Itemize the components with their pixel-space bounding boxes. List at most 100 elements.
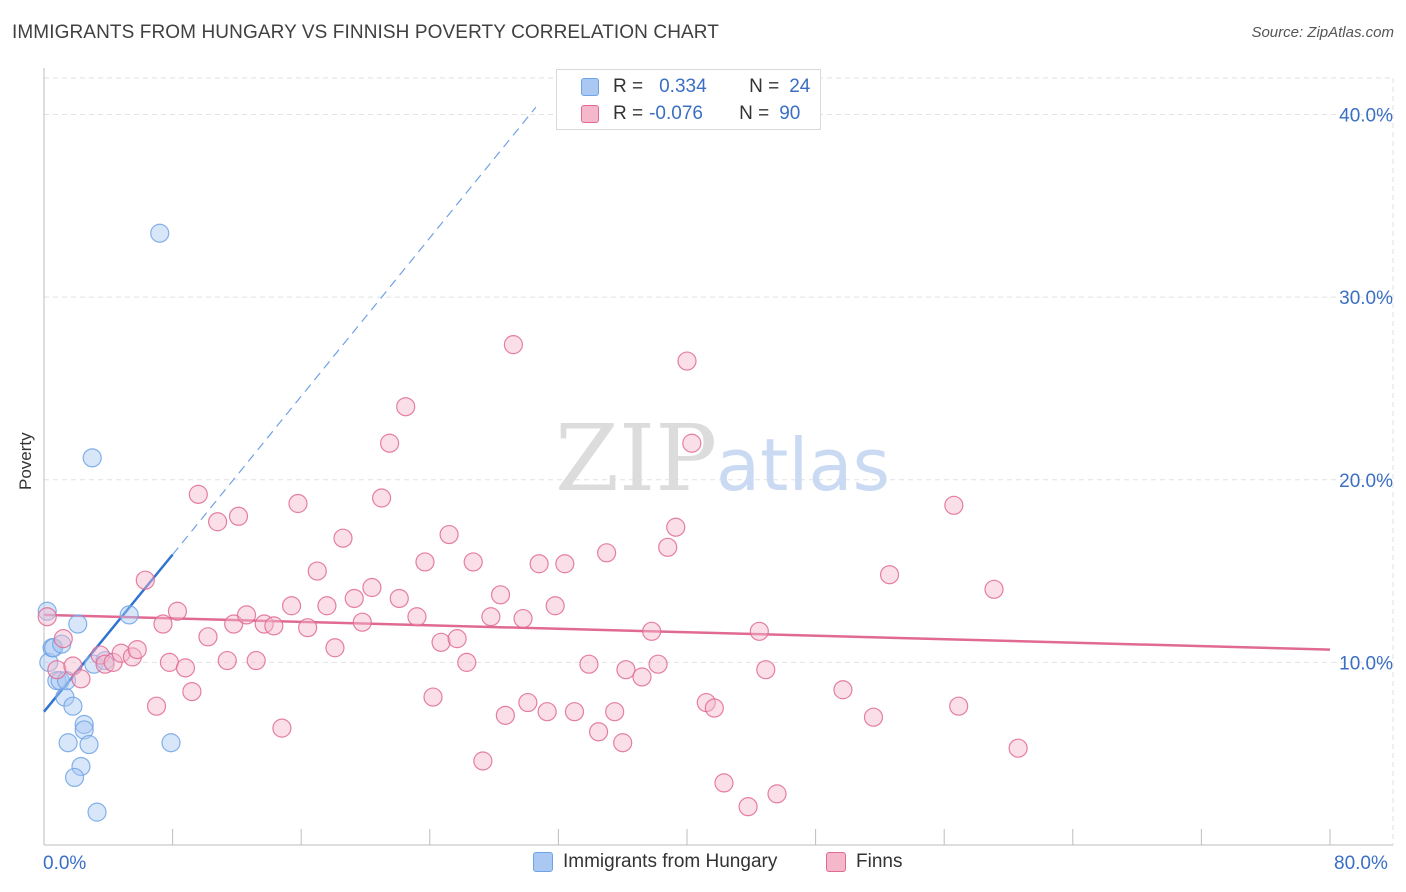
legend-swatch-finns: [826, 852, 846, 872]
point-finns: [167, 601, 188, 621]
legend-item-hungary[interactable]: Immigrants from Hungary: [533, 851, 777, 873]
point-finns: [352, 612, 372, 632]
point-finns: [431, 632, 451, 652]
point-hungary: [71, 756, 91, 777]
point-finns: [597, 543, 617, 563]
point-finns: [439, 524, 459, 545]
point-hungary: [63, 696, 83, 716]
point-finns: [738, 797, 758, 817]
point-finns: [658, 537, 678, 557]
point-finns: [389, 588, 409, 609]
legend-r-label: R =: [613, 76, 644, 97]
point-finns: [944, 495, 964, 515]
y-tick-label: 10.0%: [1339, 653, 1393, 674]
point-finns: [714, 773, 734, 793]
point-hungary: [119, 605, 139, 625]
point-finns: [371, 488, 392, 508]
point-finns: [588, 722, 609, 742]
point-finns: [217, 650, 237, 671]
point-finns: [362, 577, 382, 598]
point-finns: [71, 669, 91, 689]
point-finns: [254, 614, 274, 634]
point-finns: [208, 512, 228, 532]
point-finns: [396, 397, 416, 417]
point-finns: [182, 681, 202, 702]
legend-swatch-finns: [581, 105, 599, 123]
point-finns: [555, 554, 575, 574]
point-finns: [648, 654, 668, 674]
point-finns: [564, 702, 585, 722]
legend-n-value: 90: [779, 103, 801, 124]
legend-label-finns: Finns: [856, 851, 903, 872]
point-finns: [473, 751, 493, 771]
point-finns: [666, 517, 686, 537]
axes: [43, 68, 1393, 846]
point-hungary: [37, 601, 57, 621]
point-finns: [537, 702, 557, 722]
point-finns: [518, 692, 538, 713]
legend-swatch-hungary: [533, 852, 553, 872]
legend-r-value: -0.076: [649, 103, 703, 124]
point-finns: [423, 687, 443, 707]
point-finns: [159, 652, 179, 672]
point-finns: [228, 506, 249, 526]
point-finns: [380, 433, 400, 453]
legend-label-hungary: Immigrants from Hungary: [563, 851, 778, 872]
point-finns: [490, 585, 511, 605]
legend-n-label: N =: [739, 103, 770, 124]
point-finns: [153, 614, 173, 634]
point-hungary: [74, 720, 94, 740]
chart-title: IMMIGRANTS FROM HUNGARY VS FINNISH POVER…: [12, 22, 719, 43]
y-tick-label: 20.0%: [1339, 471, 1393, 492]
point-finns: [495, 705, 515, 725]
legend-row-finns: R = -0.076 N = 90: [581, 101, 800, 127]
point-finns: [325, 638, 345, 658]
point-finns: [415, 552, 435, 572]
point-finns: [298, 618, 318, 638]
point-finns: [111, 643, 131, 663]
point-finns: [863, 707, 884, 727]
data-points: [37, 223, 1028, 822]
point-hungary: [82, 448, 102, 468]
point-finns: [529, 554, 549, 574]
gridlines: [44, 77, 1394, 845]
legend-r-value: 0.334: [659, 76, 707, 97]
point-hungary: [161, 733, 181, 753]
point-finns: [503, 335, 523, 355]
point-hungary: [64, 767, 85, 788]
point-finns: [545, 596, 565, 616]
point-finns: [463, 552, 483, 572]
point-finns: [749, 621, 769, 641]
legend-row-hungary: R = 0.334 N = 24: [581, 74, 810, 100]
point-finns: [37, 607, 57, 627]
point-finns: [677, 351, 697, 371]
point-hungary: [79, 734, 99, 755]
legend-r-label: R =: [613, 103, 644, 124]
watermark-atlas: atlas: [716, 423, 890, 507]
point-finns: [198, 627, 218, 647]
point-finns: [146, 696, 167, 716]
legend-item-finns[interactable]: Finns: [826, 851, 902, 873]
point-finns: [175, 658, 196, 678]
point-finns: [127, 639, 147, 660]
watermark: ZIP atlas: [555, 405, 890, 512]
legend-n-label: N =: [749, 76, 780, 97]
legend-n-value: 24: [789, 76, 811, 97]
point-hungary: [150, 223, 170, 243]
point-finns: [613, 733, 633, 753]
trend-line-finns: [43, 613, 1331, 651]
legend-swatch-hungary: [581, 78, 599, 96]
point-finns: [272, 718, 292, 738]
point-finns: [767, 784, 787, 804]
point-finns: [447, 629, 467, 649]
point-finns: [632, 667, 652, 687]
point-hungary: [68, 614, 88, 634]
point-hungary: [58, 733, 78, 753]
y-tick-labels: 10.0% 20.0% 30.0% 40.0%: [1339, 106, 1393, 675]
y-tick-label: 40.0%: [1339, 106, 1393, 127]
point-finns: [236, 605, 257, 625]
point-finns: [1008, 738, 1028, 758]
point-finns: [879, 565, 900, 585]
point-finns: [949, 696, 969, 716]
